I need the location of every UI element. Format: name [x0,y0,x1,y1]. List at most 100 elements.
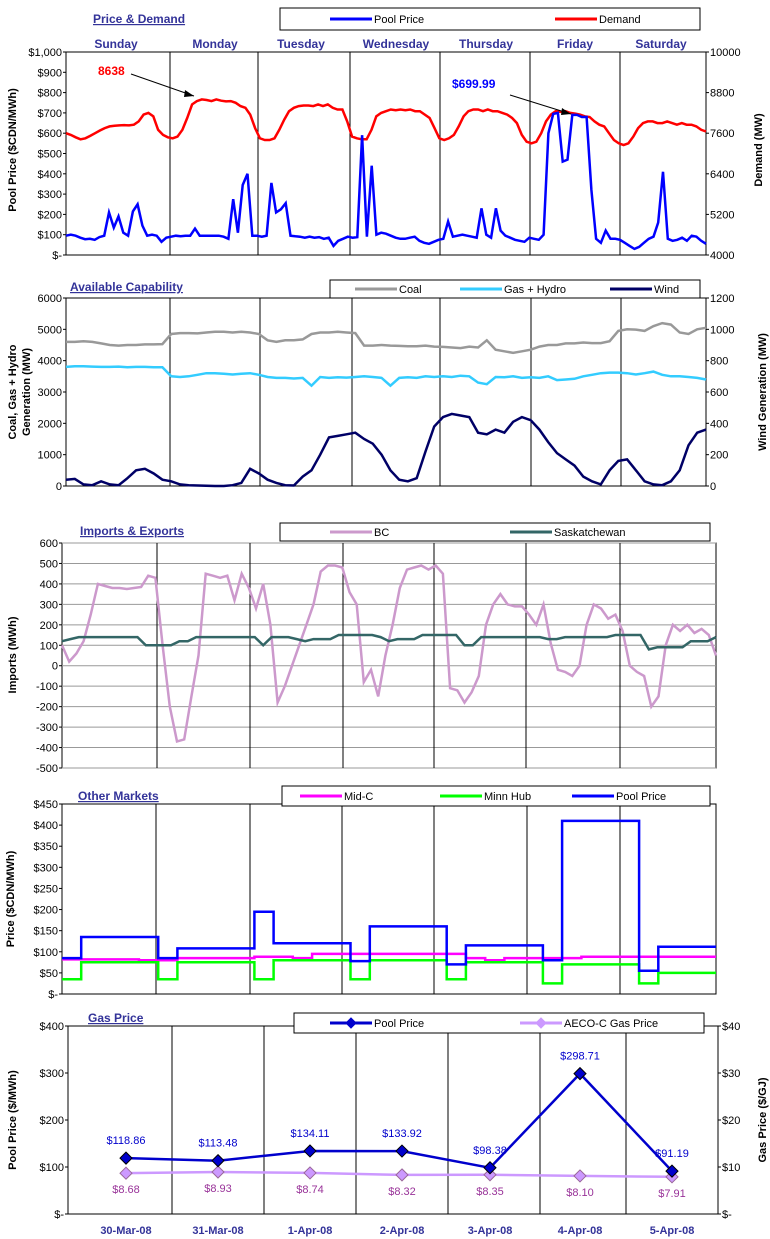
gas-y2-tick-label: $- [722,1209,732,1221]
price-demand-y2label: Demand (MW) [753,113,765,187]
markets-y-tick-label: $250 [34,883,58,895]
price-annotation-arrowhead [561,108,571,115]
aeco-gas-price-point [119,1166,133,1180]
price-demand-y-tick-label: $800 [38,88,62,100]
gas-legend-marker [535,1017,547,1029]
gas-legend-box [293,1012,705,1034]
capability-y2-tick-label: 1200 [710,293,734,305]
markets-y-tick-label: $400 [34,820,58,832]
aeco-gas-price-point [395,1168,409,1182]
price-demand-y2-tick-label: 5200 [710,209,734,221]
imports-y-tick-label: -100 [36,681,58,693]
markets-pool-price-series-line [62,819,716,973]
gas-pool-price-data-label: $134.11 [291,1128,330,1140]
price-demand-y2-tick-label: 8800 [710,88,734,100]
price-demand-y2-tick-label: 6400 [710,169,734,181]
capability-ylabel-line1: Coal, Gas + Hydro [7,344,19,439]
imports-y-tick-label: 600 [40,538,58,550]
capability-y-tick-label: 3000 [38,387,62,399]
markets-legend-label: Minn Hub [484,791,531,803]
imports-plot-area [61,542,717,769]
imports-y-tick-label: -400 [36,743,58,755]
markets-y-tick-label: $- [48,989,58,1001]
demand-annotation-arrow [130,73,195,97]
price-demand-ylabel: Pool Price ($CDN/MWh) [7,88,19,212]
capability-y2-tick-label: 800 [710,356,728,368]
capability-legend-label: Wind [654,284,679,296]
imports-y-tick-label: 100 [40,640,58,652]
gas-pool-price-point [211,1153,225,1168]
imports-title: Imports & Exports [80,524,184,538]
gas-pool-price-point [119,1151,133,1165]
gas-y2-tick-label: $30 [722,1068,740,1080]
day-label: Sunday [94,37,138,51]
imports-y-tick-label: 400 [40,579,58,591]
capability-y2label: Wind Generation (MW) [757,333,769,451]
minn-hub-series-line [62,958,716,985]
gas-y-tick-label: $100 [40,1162,64,1174]
day-label: Wednesday [363,37,430,51]
markets-y-tick-label: $450 [34,799,58,811]
price-demand-y-tick-label: $900 [38,67,62,79]
aeco-gas-price-data-label: $8.35 [476,1186,504,1198]
price-demand-y2-tick-label: 7600 [710,128,734,140]
aeco-gas-price-data-label: $7.91 [658,1188,686,1200]
aeco-gas-price-data-label: $8.68 [112,1184,140,1196]
aeco-gas-price-data-label: $8.93 [204,1183,232,1195]
gas-y2label: Gas Price ($/GJ) [757,1077,769,1162]
saskatchewan-series-line [61,633,717,651]
price-peak-annotation: $699.99 [452,77,496,91]
capability-y-tick-label: 2000 [38,418,62,430]
gas-y-tick-label: $- [54,1209,64,1221]
imports-ylabel: Imports (MWh) [7,616,19,693]
gas-hydro-series-line [65,365,707,388]
gas-pool-price-data-label: $113.48 [199,1138,238,1150]
markets-legend-box [281,785,711,807]
capability-title: Available Capability [70,280,183,294]
markets-title: Other Markets [78,789,159,803]
gas-y-tick-label: $300 [40,1068,64,1080]
gas-category-label: 31-Mar-08 [192,1225,243,1237]
capability-ylabel-line2: Generation (MW) [21,348,33,436]
gas-category-label: 4-Apr-08 [558,1225,603,1237]
price-demand-y-tick-label: $100 [38,230,62,242]
capability-y2-tick-label: 600 [710,387,728,399]
markets-y-tick-label: $100 [34,947,58,959]
capability-y-tick-label: 0 [56,481,62,493]
aeco-gas-price-point [303,1166,317,1180]
price-annotation-arrow [509,94,572,115]
gas-pool-price-data-label: $133.92 [382,1128,422,1140]
gas-category-label: 2-Apr-08 [380,1225,425,1237]
day-label: Friday [557,37,593,51]
price-demand-y-tick-label: $400 [38,169,62,181]
price-demand-y-tick-label: $500 [38,149,62,161]
markets-ylabel: Price ($CDN/MWh) [5,850,17,947]
capability-plot-area [65,297,707,487]
imports-y-tick-label: 300 [40,599,58,611]
markets-y-tick-label: $300 [34,862,58,874]
day-label: Thursday [459,37,513,51]
gas-plot-area [67,1025,719,1215]
price-demand-y2-tick-label: 10000 [710,47,741,59]
price-demand-y-tick-label: $700 [38,108,62,120]
imports-y-tick-label: -500 [36,763,58,775]
demand-series-line [65,98,707,147]
capability-legend-label: Coal [399,284,422,296]
capability-legend-box [329,279,701,299]
gas-pool-price-point [573,1066,587,1081]
price-demand-y2-tick-label: 4000 [710,250,734,262]
gas-pool-price-data-label: $98.38 [473,1145,507,1157]
price-demand-title: Price & Demand [93,12,185,26]
gas-pool-price-point [395,1144,409,1158]
gas-pool-price-data-label: $118.86 [107,1135,146,1147]
gas-ylabel: Pool Price ($/MWh) [7,1070,19,1170]
gas-y2-tick-label: $40 [722,1021,740,1033]
day-label: Monday [192,37,238,51]
gas-pool-price-point [483,1161,497,1175]
gas-pool-price-data-label: $298.71 [560,1051,600,1063]
imports-y-tick-label: -200 [36,702,58,714]
capability-y2-tick-label: 0 [710,481,716,493]
capability-y2-tick-label: 1000 [710,324,734,336]
imports-y-tick-label: 200 [40,620,58,632]
